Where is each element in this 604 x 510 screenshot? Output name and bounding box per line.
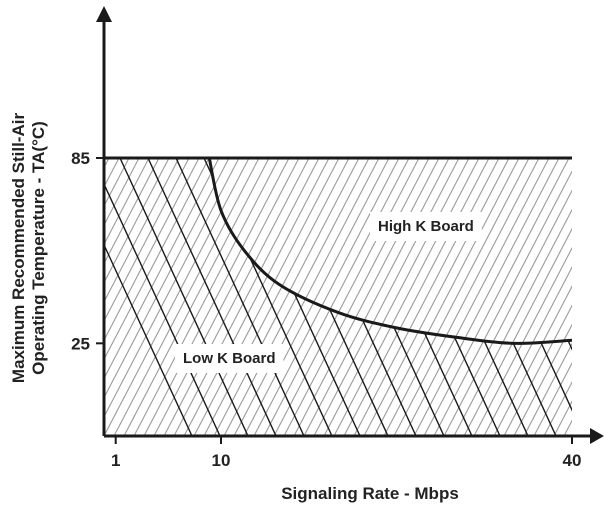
hatch-line-fine — [203, 158, 350, 436]
hatch-line-fine — [323, 158, 470, 436]
region-label-background — [370, 212, 482, 241]
hatch-line-fine — [104, 158, 150, 246]
hatch-line-coarse — [539, 158, 572, 436]
y-axis-arrow — [96, 6, 112, 22]
hatch-line-fine — [523, 342, 572, 436]
hatch-line-fine — [253, 158, 400, 436]
hatch-line-fine — [413, 158, 560, 436]
hatch-line-fine — [594, 158, 604, 436]
hatch-line-fine — [104, 158, 190, 323]
axes — [96, 6, 604, 444]
hatch-line-fine — [383, 158, 530, 436]
hatch-line-fine — [333, 158, 480, 436]
hatch-line-fine — [313, 158, 460, 436]
hatch-line-coarse — [567, 158, 572, 436]
low-k-hatch — [104, 158, 604, 436]
hatch-line-fine — [343, 158, 490, 436]
hatch-line-fine — [243, 158, 390, 436]
y-tick-label: 25 — [71, 334, 90, 353]
hatch-line-fine — [563, 419, 572, 436]
region-label-low-k: Low K Board — [183, 350, 276, 367]
hatch-line-coarse — [596, 158, 604, 436]
hatch-line-fine — [104, 158, 170, 284]
hatch-line-fine — [303, 158, 450, 436]
hatch-line-fine — [433, 170, 572, 436]
hatch-line-fine — [473, 246, 572, 436]
hatch-line-fine — [104, 158, 220, 380]
hatch-line-fine — [483, 266, 572, 436]
hatch-line-coarse — [483, 158, 572, 436]
hatch-line-fine — [133, 158, 280, 436]
region-label-high-k: High K Board — [378, 218, 474, 235]
hatch-line-fine — [503, 304, 572, 436]
x-axis-title: Signaling Rate - Mbps — [281, 484, 459, 503]
hatch-line-fine — [363, 158, 510, 436]
hatch-line-fine — [273, 158, 420, 436]
hatch-line-fine — [113, 158, 260, 436]
hatch-line-fine — [104, 158, 180, 303]
hatch-line-fine — [104, 158, 250, 436]
hatch-line-fine — [293, 158, 440, 436]
hatch-line-coarse — [203, 158, 333, 436]
region-label-background — [175, 344, 284, 373]
hatch-line-fine — [183, 158, 330, 436]
hatch-line-fine — [193, 158, 340, 436]
high-k-hatch — [0, 158, 604, 436]
hatch-line-coarse — [104, 158, 221, 436]
hatch-line-fine — [463, 227, 572, 436]
hatch-line-fine — [493, 285, 572, 436]
hatch-line-fine — [443, 189, 572, 436]
hatch-line-fine — [163, 158, 310, 436]
hatch-line-coarse — [259, 158, 389, 436]
hatch-line-fine — [104, 158, 200, 342]
series-line-high-k-board — [207, 157, 573, 345]
x-tick-label: 40 — [563, 451, 582, 470]
hatch-line-fine — [213, 158, 360, 436]
hatch-line-fine — [104, 158, 140, 227]
hatch-line-fine — [153, 158, 300, 436]
hatch-line-fine — [373, 158, 520, 436]
y-axis-title-line1: Maximum Recommended Still-Air — [9, 113, 28, 384]
hatch-line-fine — [233, 158, 380, 436]
hatch-line-fine — [104, 158, 210, 361]
hatch-line-fine — [543, 381, 572, 436]
hatch-line-fine — [263, 158, 410, 436]
ticks-group: 1 10 40 25 85 — [71, 149, 581, 470]
x-tick-label: 10 — [212, 451, 231, 470]
hatch-line-fine — [553, 400, 572, 436]
hatch-line-coarse — [104, 158, 193, 436]
hatch-line-fine — [403, 158, 550, 436]
hatch-line-coarse — [147, 158, 277, 436]
hatch-line-fine — [533, 361, 572, 436]
hatch-line-fine — [104, 158, 160, 265]
hatch-line-fine — [393, 158, 540, 436]
hatch-line-coarse — [399, 158, 529, 436]
hatch-line-fine — [453, 208, 572, 436]
y-tick-label: 85 — [71, 149, 90, 168]
hatch-line-fine — [123, 158, 270, 436]
hatch-line-coarse — [175, 158, 305, 436]
hatch-line-fine — [0, 158, 9, 436]
hatch-line-coarse — [343, 158, 473, 436]
hatch-line-fine — [143, 158, 290, 436]
hatch-line-fine — [584, 158, 604, 436]
series-group — [104, 156, 573, 345]
hatch-line-coarse — [119, 158, 249, 436]
hatch-line-fine — [513, 323, 572, 436]
hatch-line-fine — [423, 158, 570, 436]
x-tick-label: 1 — [111, 451, 120, 470]
y-axis-title-line2: Operating Temperature - TA(°C) — [29, 121, 48, 375]
hatch-line-fine — [283, 158, 430, 436]
hatch-line-fine — [574, 158, 604, 436]
hatch-line-fine — [353, 158, 500, 436]
hatch-line-fine — [104, 158, 240, 419]
x-axis-arrow — [590, 428, 604, 444]
